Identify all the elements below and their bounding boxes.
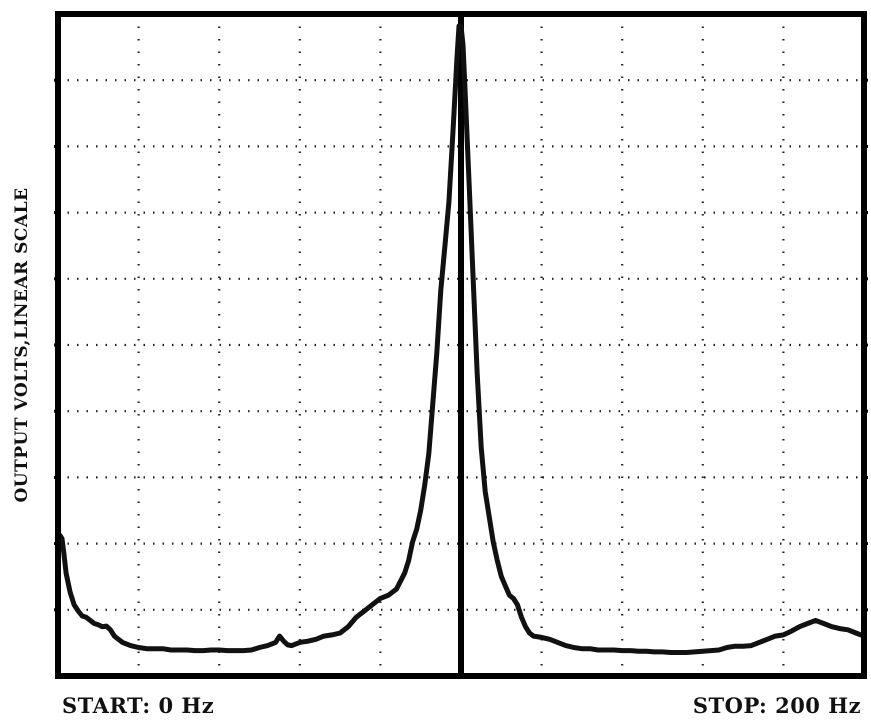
stop-frequency-label: STOP: 200 Hz bbox=[693, 693, 861, 718]
start-frequency-label: START: 0 Hz bbox=[62, 693, 214, 718]
y-axis-label: OUTPUT VOLTS,LINEAR SCALE bbox=[12, 187, 32, 502]
